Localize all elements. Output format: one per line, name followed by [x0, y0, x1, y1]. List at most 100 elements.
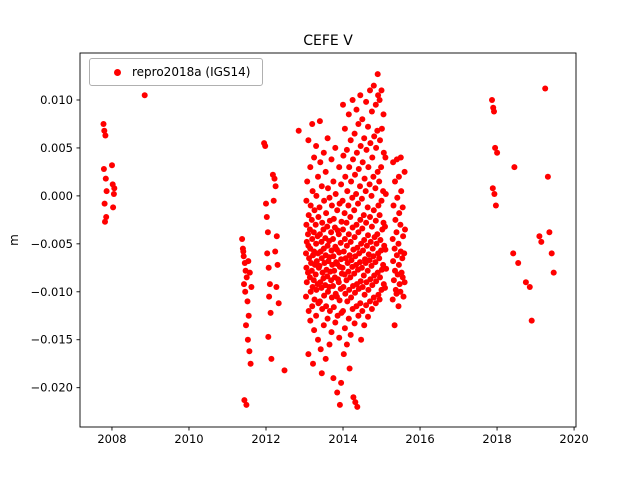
data-point [375, 202, 382, 209]
data-point [368, 192, 375, 199]
data-point [491, 108, 497, 115]
data-point [110, 191, 117, 197]
data-point [244, 336, 251, 343]
data-point [544, 173, 551, 180]
data-point [366, 181, 373, 188]
data-point [374, 71, 381, 78]
data-point [383, 265, 390, 272]
data-point [354, 403, 361, 410]
data-point [353, 191, 360, 197]
data-point [546, 229, 553, 236]
data-point [378, 197, 385, 204]
data-point [359, 308, 366, 314]
data-point [392, 216, 399, 223]
data-point [401, 168, 408, 175]
data-point [394, 194, 401, 201]
data-point [245, 312, 252, 319]
data-point [357, 92, 364, 99]
data-point [346, 164, 353, 171]
data-point [328, 329, 335, 336]
data-point [305, 137, 312, 144]
data-point [358, 195, 365, 202]
data-point [374, 127, 381, 134]
data-point [313, 312, 320, 319]
data-point [336, 334, 343, 341]
data-point [361, 291, 368, 298]
data-point [382, 246, 389, 253]
y-tick-label: −0.010 [30, 285, 73, 299]
data-point [316, 118, 323, 125]
data-point [376, 212, 383, 219]
data-point [311, 154, 318, 161]
data-point [304, 178, 311, 185]
data-point [336, 249, 343, 256]
data-point [321, 197, 328, 204]
data-point [275, 300, 282, 307]
data-point [367, 238, 374, 245]
data-point [305, 308, 312, 314]
data-point [395, 240, 402, 247]
data-point [141, 92, 148, 99]
data-point [340, 308, 346, 314]
data-point [324, 315, 331, 322]
data-point [510, 250, 517, 257]
data-point [345, 202, 352, 209]
data-point [344, 188, 351, 195]
data-point [368, 108, 375, 115]
data-point [273, 233, 280, 240]
data-point [348, 294, 355, 301]
data-point [326, 194, 333, 201]
data-point [522, 279, 529, 286]
data-point [313, 143, 320, 149]
data-point [343, 219, 350, 226]
data-point [239, 236, 246, 242]
data-point [305, 351, 312, 358]
data-point [265, 264, 272, 271]
axes-frame [79, 52, 577, 428]
data-point [263, 214, 270, 220]
data-point [348, 257, 355, 264]
data-point [374, 269, 381, 276]
data-point [272, 248, 279, 255]
data-point [337, 239, 344, 246]
data-point [342, 290, 349, 297]
data-point [357, 278, 364, 285]
data-point [489, 97, 495, 103]
data-point [350, 156, 356, 163]
data-point [309, 303, 316, 310]
data-point [344, 298, 351, 305]
data-point [397, 288, 404, 295]
data-point [345, 231, 352, 238]
data-point [305, 231, 311, 238]
data-point [328, 229, 335, 236]
data-point [332, 191, 339, 197]
data-point [365, 251, 372, 258]
y-tick-label: −0.020 [30, 381, 73, 395]
data-point [354, 244, 361, 251]
data-point [397, 221, 404, 228]
data-point [332, 144, 339, 151]
x-tick-label: 2012 [251, 432, 280, 446]
data-point [326, 308, 333, 314]
data-point [357, 183, 363, 190]
data-point [528, 317, 535, 324]
data-point [369, 154, 376, 161]
data-point [361, 175, 368, 182]
data-point [377, 274, 383, 281]
data-point [102, 132, 109, 139]
data-point [349, 97, 356, 103]
data-point [361, 237, 368, 243]
data-point [102, 175, 109, 182]
data-point [341, 210, 348, 217]
y-tick-label: −0.005 [30, 237, 73, 251]
data-point [372, 185, 379, 192]
data-point [308, 216, 315, 223]
data-point [303, 197, 310, 204]
data-point [343, 341, 350, 348]
data-point [312, 221, 319, 228]
data-point [265, 333, 272, 340]
data-point [325, 185, 331, 192]
data-point [376, 178, 383, 185]
data-point [330, 236, 336, 242]
